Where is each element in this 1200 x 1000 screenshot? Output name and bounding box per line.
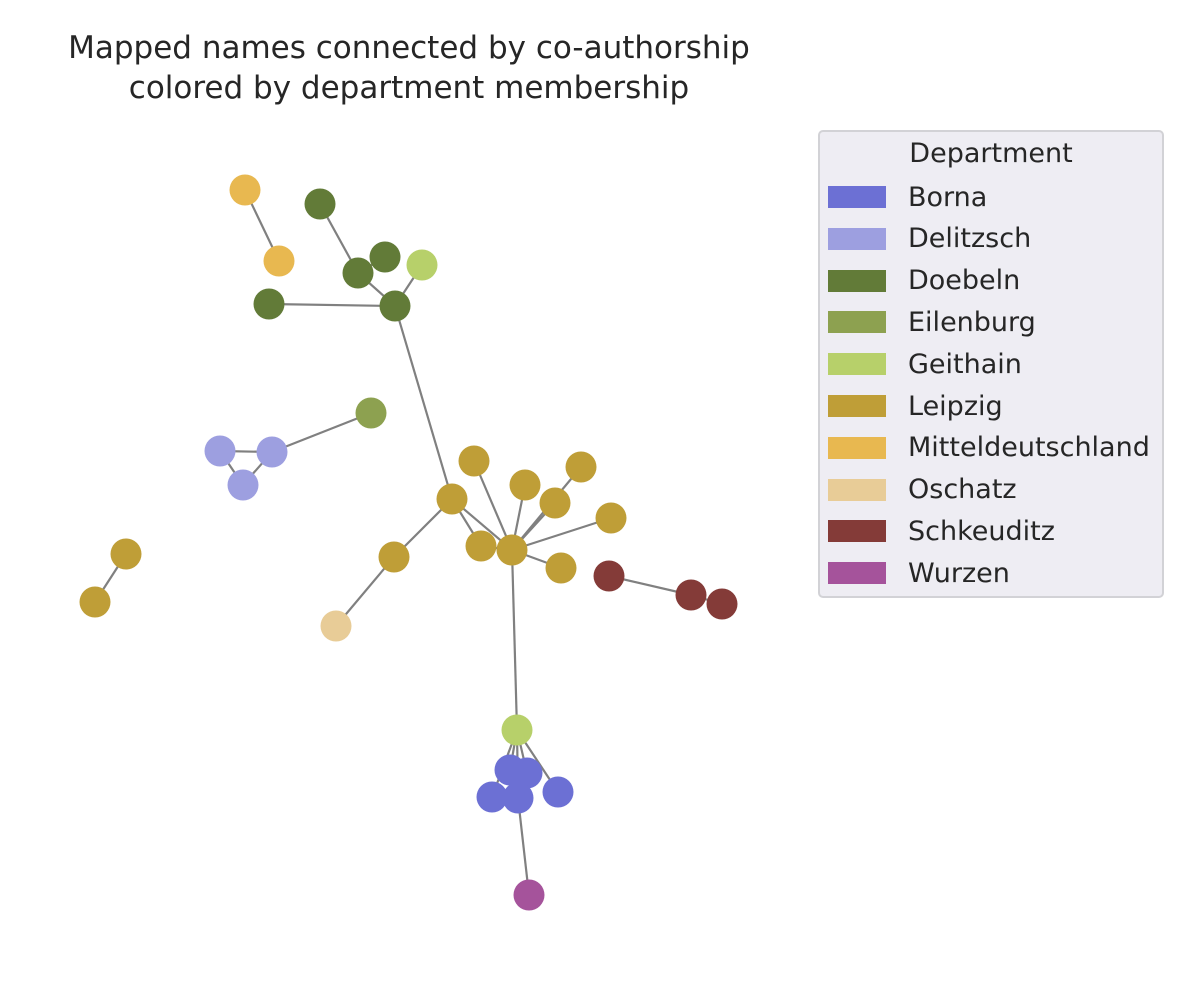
legend-title: Department [909,138,1073,169]
legend-label: Schkeuditz [908,515,1055,547]
author-node-leipzig [595,502,627,534]
author-node-leipzig [496,534,528,566]
author-node-doebeln [253,288,285,320]
author-node-schkeuditz [593,560,625,592]
legend-entry: Geithain [828,347,1022,381]
author-node-delitzsch [256,436,288,468]
author-node-leipzig [436,483,468,515]
legend-swatch [828,436,886,459]
chart-title: Mapped names connected by co-authorship … [0,28,818,108]
author-node-mitteldeutschland [229,174,261,206]
author-node-schkeuditz [706,588,738,620]
author-node-doebeln [369,241,401,273]
author-node-leipzig [465,530,497,562]
legend-swatch [828,562,886,585]
author-node-geithain [406,249,438,281]
legend-label: Oschatz [908,474,1017,506]
legend-swatch [828,395,886,417]
legend-swatch [828,269,886,292]
legend-label: Wurzen [908,557,1010,589]
legend-entry: Mitteldeutschland [828,431,1150,465]
author-node-leipzig [378,541,410,573]
author-node-borna [502,782,534,814]
legend-swatch [828,353,886,376]
title-line-1: Mapped names connected by co-authorship [68,30,750,66]
legend-label: Mitteldeutschland [908,432,1150,464]
legend-swatch [828,520,886,543]
co-authorship-edge [516,797,531,896]
edge-layer [94,189,723,896]
legend-entry: Oschatz [828,473,1017,507]
legend-entry: Borna [828,180,987,214]
legend-label: Geithain [908,348,1022,380]
author-node-borna [511,757,543,789]
author-node-doebeln [342,257,374,289]
co-authorship-network [79,174,738,911]
legend-entry: Schkeuditz [828,514,1055,548]
legend-entry: Wurzen [828,556,1010,590]
author-node-oschatz [320,610,352,642]
legend-swatch [828,227,886,250]
author-node-delitzsch [227,469,259,501]
author-node-delitzsch [204,435,236,467]
author-node-doebeln [304,188,336,220]
legend-entry: Delitzsch [828,222,1031,256]
legend-swatch [828,311,886,334]
co-authorship-edge [268,302,396,308]
co-authorship-edge [472,460,514,551]
author-node-leipzig [110,538,142,570]
author-node-leipzig [539,487,571,519]
author-node-geithain [501,714,533,746]
legend-label: Leipzig [908,390,1003,422]
author-node-eilenburg [355,397,387,429]
author-node-mitteldeutschland [263,245,295,277]
legend-label: Doebeln [908,265,1021,297]
legend-label: Delitzsch [908,223,1032,255]
author-node-borna [476,781,508,813]
author-node-borna [542,776,574,808]
legend-entry: Eilenburg [828,305,1036,339]
legend-swatch [828,478,886,501]
legend-entry: Doebeln [828,264,1020,298]
legend: Department Borna Delitzsch Doebeln Eilenbur… [818,130,1164,598]
legend-label: Borna [908,181,988,213]
node-layer [79,174,738,911]
co-authorship-edge [511,516,612,552]
author-node-wurzen [513,879,545,911]
co-authorship-edge [271,411,372,454]
legend-label: Eilenburg [908,306,1036,338]
co-authorship-edge [393,305,454,500]
author-node-leipzig [545,552,577,584]
author-node-leipzig [565,451,597,483]
legend-swatch [828,186,886,208]
co-authorship-edge [510,549,519,731]
author-node-leipzig [79,586,111,618]
author-node-leipzig [509,469,541,501]
author-node-schkeuditz [675,579,707,611]
author-node-leipzig [458,445,490,477]
legend-entry: Leipzig [828,389,1003,423]
title-line-2: colored by department membership [128,70,690,106]
author-node-doebeln [379,290,411,322]
